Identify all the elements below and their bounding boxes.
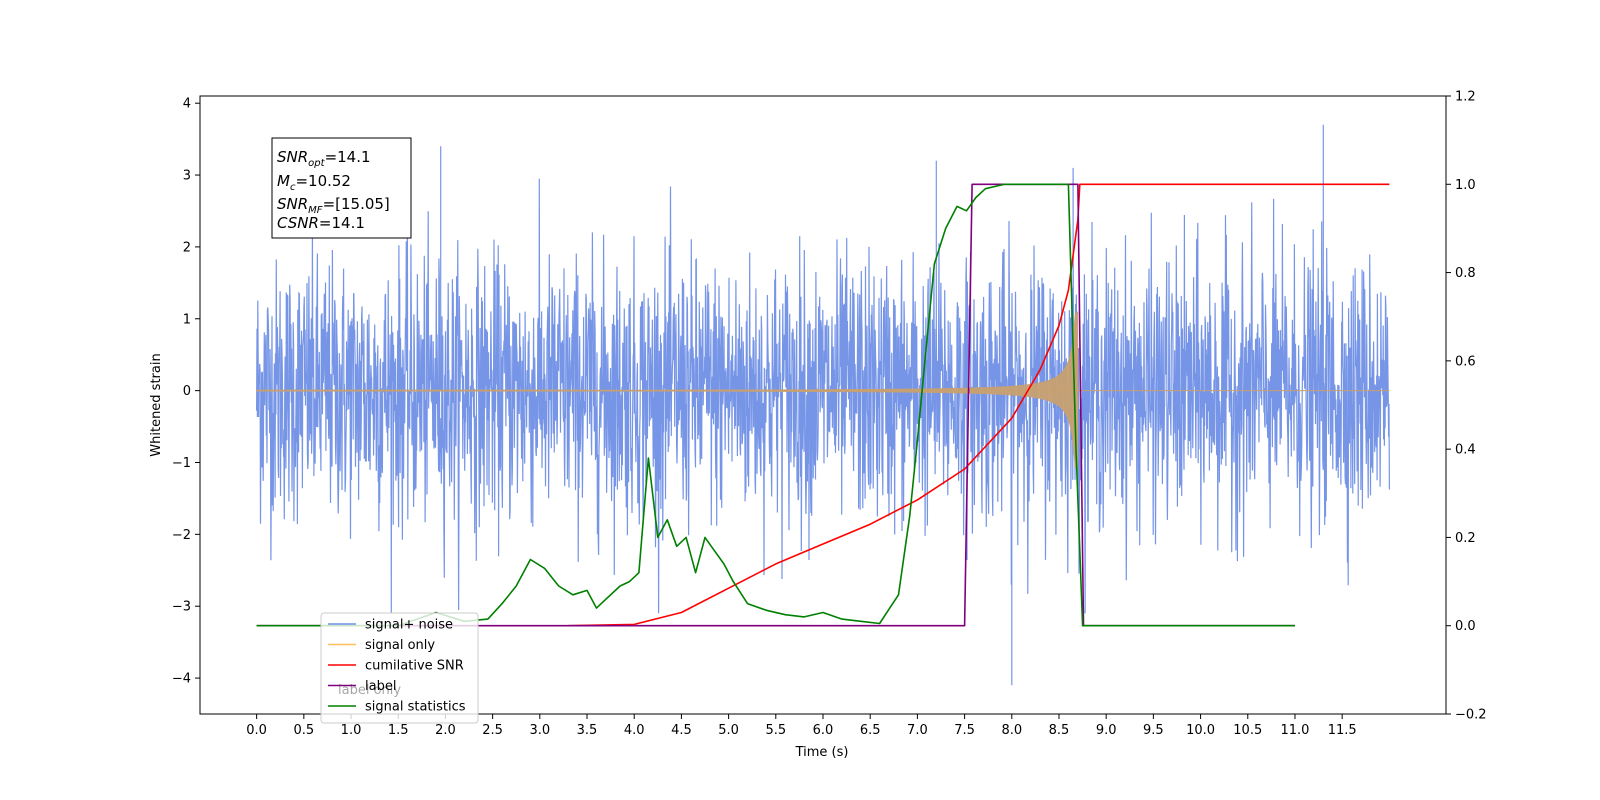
y2-tick-label: 0.2 bbox=[1455, 531, 1476, 546]
y2-tick-label: 1.0 bbox=[1455, 178, 1476, 193]
x-tick-label: 11.0 bbox=[1280, 723, 1309, 738]
x-tick-label: 2.5 bbox=[482, 723, 503, 738]
x-tick-label: 2.0 bbox=[435, 723, 456, 738]
x-tick-label: 8.5 bbox=[1049, 723, 1070, 738]
legend: label only signal+ noise signal only cumil… bbox=[320, 612, 479, 724]
x-tick-label: 10.5 bbox=[1233, 723, 1262, 738]
y-tick-label: 1 bbox=[183, 312, 191, 327]
legend-entry-label: signal statistics bbox=[365, 700, 466, 715]
y-axis-left: −4 −3 −2 −1 0 1 2 3 4 bbox=[172, 97, 200, 687]
x-tick-label: 0.0 bbox=[246, 723, 267, 738]
y-axis-right: −0.2 0.0 0.2 0.4 0.6 0.8 1.0 1.2 bbox=[1446, 90, 1487, 723]
x-tick-label: 3.0 bbox=[529, 723, 550, 738]
legend-entry-label: signal only bbox=[365, 638, 435, 653]
y2-tick-label: 1.2 bbox=[1455, 90, 1476, 105]
annotation-mc: Mc=10.52 bbox=[277, 172, 351, 193]
x-tick-label: 0.5 bbox=[293, 723, 314, 738]
x-tick-label: 6.5 bbox=[860, 723, 881, 738]
x-axis-label: Time (s) bbox=[795, 745, 849, 760]
annotation-csnr: CSNR=14.1 bbox=[277, 214, 365, 232]
legend-entry-label: label bbox=[365, 679, 396, 694]
y-tick-label: 4 bbox=[183, 97, 191, 112]
x-tick-label: 8.0 bbox=[1001, 723, 1022, 738]
x-tick-label: 6.0 bbox=[813, 723, 834, 738]
x-tick-label: 7.5 bbox=[954, 723, 975, 738]
y-tick-label: −1 bbox=[172, 456, 191, 471]
y-tick-label: −4 bbox=[172, 672, 191, 687]
x-tick-label: 9.5 bbox=[1143, 723, 1164, 738]
y2-tick-label: 0.8 bbox=[1455, 266, 1476, 281]
annotation-snr-opt: SNRopt=14.1 bbox=[277, 148, 371, 169]
y2-tick-label: 0.4 bbox=[1455, 443, 1476, 458]
x-tick-label: 4.5 bbox=[671, 723, 692, 738]
y2-tick-label: 0.0 bbox=[1455, 619, 1476, 634]
annotation-snr-mf: SNRMF=[15.05] bbox=[277, 195, 390, 216]
x-tick-label: 1.5 bbox=[388, 723, 409, 738]
series-cumulative-snr bbox=[568, 183, 1390, 627]
x-tick-label: 1.0 bbox=[341, 723, 362, 738]
y-tick-label: −2 bbox=[172, 528, 191, 543]
y2-tick-label: −0.2 bbox=[1455, 708, 1487, 723]
annotation-box: SNRopt=14.1 Mc=10.52 SNRMF=[15.05] CSNR=… bbox=[271, 137, 412, 239]
x-tick-label: 3.5 bbox=[577, 723, 598, 738]
x-tick-label: 10.0 bbox=[1186, 723, 1215, 738]
x-tick-label: 7.0 bbox=[907, 723, 928, 738]
legend-entry-label: cumilative SNR bbox=[365, 659, 464, 674]
x-axis: 0.0 0.5 1.0 1.5 2.0 2.5 3.0 3.5 4.0 4.5 5.0 5.5 6.0 6… bbox=[246, 714, 1357, 738]
legend-hidden-text: label only bbox=[338, 683, 401, 698]
x-tick-label: 5.0 bbox=[718, 723, 739, 738]
y-axis-label: Whitened strain bbox=[149, 353, 164, 456]
x-tick-label: 9.0 bbox=[1096, 723, 1117, 738]
y2-tick-label: 0.6 bbox=[1455, 354, 1476, 369]
x-tick-label: 11.5 bbox=[1328, 723, 1357, 738]
y-tick-label: −3 bbox=[172, 600, 191, 615]
legend-entry-label: signal+ noise bbox=[365, 618, 453, 633]
series-signal-statistics bbox=[256, 183, 1295, 627]
y-tick-label: 2 bbox=[183, 240, 191, 255]
series-layer bbox=[256, 124, 1390, 686]
series-signal-noise bbox=[256, 124, 1390, 686]
legend-frame bbox=[320, 612, 479, 724]
y-tick-label: 0 bbox=[183, 384, 191, 399]
y-tick-label: 3 bbox=[183, 169, 191, 184]
x-tick-label: 5.5 bbox=[765, 723, 786, 738]
x-tick-label: 4.0 bbox=[624, 723, 645, 738]
